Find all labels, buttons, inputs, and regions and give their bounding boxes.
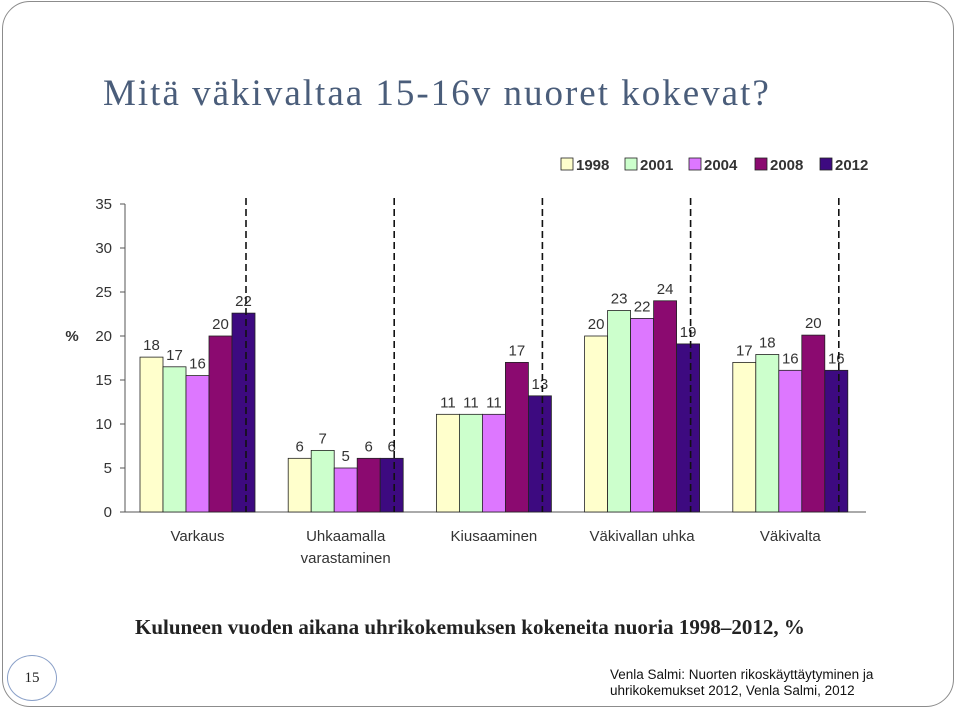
bar-2001 <box>458 413 483 513</box>
data-label: 19 <box>680 324 697 341</box>
data-label: 6 <box>296 438 304 455</box>
data-label: 7 <box>319 430 327 447</box>
y-axis-label: % <box>65 328 78 345</box>
y-tick-label: 20 <box>95 328 112 345</box>
legend-swatch-2001 <box>624 157 638 171</box>
bar-2008 <box>208 335 233 513</box>
data-label: 24 <box>657 281 674 298</box>
bar-2008 <box>504 361 529 513</box>
data-label: 16 <box>828 350 845 367</box>
bar-1998 <box>584 335 608 513</box>
data-label: 20 <box>805 315 822 332</box>
bar-2004 <box>185 375 210 513</box>
bar-2012 <box>231 312 256 513</box>
bar-2008 <box>653 300 677 513</box>
y-tick-label: 30 <box>95 240 112 257</box>
data-label: 11 <box>463 394 479 411</box>
data-label: 18 <box>759 334 776 351</box>
y-tick-label: 25 <box>95 284 112 301</box>
bar-2001 <box>310 449 335 513</box>
data-label: 11 <box>440 394 456 411</box>
data-label: 17 <box>736 342 753 359</box>
data-label: 18 <box>143 337 160 354</box>
x-tick-label: Kiusaaminen <box>451 528 538 545</box>
bar-1998 <box>435 413 460 513</box>
bar-2012 <box>528 395 552 513</box>
legend-label: 2012 <box>835 157 868 174</box>
legend-label: 2004 <box>704 157 738 174</box>
y-tick-label: 10 <box>95 416 112 433</box>
x-tick-label: Väkivallan uhka <box>590 528 696 545</box>
bar-2004 <box>481 413 506 513</box>
bar-1998 <box>139 356 164 513</box>
data-label: 22 <box>634 298 651 315</box>
legend-swatch-2008 <box>754 157 768 171</box>
bar-1998 <box>287 457 312 513</box>
source-note: Venla Salmi: Nuorten rikoskäyttäytyminen… <box>610 667 940 699</box>
legend-swatch-2004 <box>688 157 702 171</box>
y-tick-label: 15 <box>95 372 112 389</box>
legend-label: 2001 <box>640 157 673 174</box>
data-label: 11 <box>486 394 502 411</box>
y-tick-label: 0 <box>104 504 112 521</box>
chart-caption: Kuluneen vuoden aikana uhrikokemuksen ko… <box>135 615 805 639</box>
bar-2004 <box>630 317 654 513</box>
x-tick-label: Varkaus <box>171 528 225 545</box>
legend-label: 1998 <box>576 157 609 174</box>
data-label: 20 <box>588 316 605 333</box>
bar-2001 <box>162 366 187 513</box>
data-label: 17 <box>509 342 526 359</box>
bar-2012 <box>824 369 849 513</box>
x-tick-label: Väkivalta <box>760 528 822 545</box>
page-number: 15 <box>24 669 40 686</box>
data-label: 6 <box>388 438 396 455</box>
bar-2012 <box>676 343 700 513</box>
legend-swatch-2012 <box>819 157 833 171</box>
y-tick-label: 5 <box>104 460 112 477</box>
y-tick-label: 35 <box>95 196 112 213</box>
page-number-badge: 15 <box>7 655 57 701</box>
data-label: 17 <box>166 347 183 364</box>
bar-2004 <box>778 369 803 513</box>
x-tick-label: varastaminen <box>301 550 391 567</box>
legend-swatch-1998 <box>560 157 574 171</box>
data-label: 5 <box>342 448 350 465</box>
data-label: 22 <box>235 293 252 310</box>
data-label: 16 <box>782 350 799 367</box>
bar-1998 <box>732 361 757 513</box>
data-label: 23 <box>611 290 628 307</box>
data-label: 20 <box>212 316 229 333</box>
bar-2001 <box>607 310 631 513</box>
source-line-2: uhrikokemukset 2012, Venla Salmi, 2012 <box>610 683 855 698</box>
data-label: 6 <box>365 438 373 455</box>
bar-2012 <box>379 457 404 513</box>
bar-2004 <box>333 467 358 513</box>
bar-2008 <box>801 334 826 513</box>
bar-2008 <box>356 457 381 513</box>
slide-title: Mitä väkivaltaa 15-16v nuoret kokevat? <box>103 73 771 114</box>
legend-label: 2008 <box>770 157 803 174</box>
bar-2001 <box>755 354 780 513</box>
source-line-1: Venla Salmi: Nuorten rikoskäyttäytyminen… <box>610 667 874 682</box>
x-tick-label: Uhkaamalla <box>306 528 386 545</box>
data-label: 13 <box>532 376 549 393</box>
data-label: 16 <box>189 356 206 373</box>
